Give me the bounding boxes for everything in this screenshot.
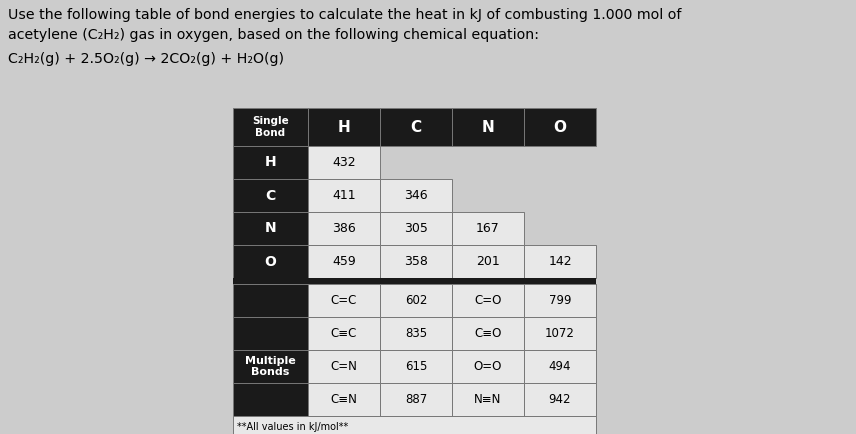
- Text: C≡O: C≡O: [474, 327, 502, 340]
- Bar: [452, 212, 524, 245]
- Text: 1072: 1072: [545, 327, 575, 340]
- Bar: [380, 350, 452, 383]
- Text: Use the following table of bond energies to calculate the heat in kJ of combusti: Use the following table of bond energies…: [8, 8, 681, 22]
- Bar: [380, 108, 452, 146]
- Bar: [308, 284, 380, 317]
- Bar: [380, 383, 452, 416]
- Bar: [233, 350, 308, 383]
- Text: 167: 167: [476, 222, 500, 235]
- Bar: [233, 179, 308, 212]
- Bar: [380, 212, 452, 245]
- Text: C=C: C=C: [330, 294, 357, 307]
- Bar: [233, 245, 308, 278]
- Text: 942: 942: [549, 393, 571, 406]
- Text: **All values in kJ/mol**: **All values in kJ/mol**: [237, 422, 348, 432]
- Text: C=N: C=N: [330, 360, 358, 373]
- Bar: [308, 350, 380, 383]
- Text: 411: 411: [332, 189, 356, 202]
- Text: C≡C: C≡C: [330, 327, 357, 340]
- Bar: [452, 284, 524, 317]
- Text: O: O: [265, 254, 276, 269]
- Text: 494: 494: [549, 360, 571, 373]
- Text: 201: 201: [476, 255, 500, 268]
- Text: C₂H₂(g) + 2.5O₂(g) → 2CO₂(g) + H₂O(g): C₂H₂(g) + 2.5O₂(g) → 2CO₂(g) + H₂O(g): [8, 52, 284, 66]
- Text: 386: 386: [332, 222, 356, 235]
- Text: Single
Bond: Single Bond: [253, 116, 288, 138]
- Bar: [380, 317, 452, 350]
- Text: 142: 142: [548, 255, 572, 268]
- Text: C=O: C=O: [474, 294, 502, 307]
- Bar: [524, 284, 596, 317]
- Text: acetylene (C₂H₂) gas in oxygen, based on the following chemical equation:: acetylene (C₂H₂) gas in oxygen, based on…: [8, 28, 539, 42]
- Text: C≡N: C≡N: [330, 393, 358, 406]
- Bar: [308, 317, 380, 350]
- Bar: [524, 383, 596, 416]
- Text: 602: 602: [405, 294, 427, 307]
- Text: N≡N: N≡N: [474, 393, 502, 406]
- Bar: [452, 317, 524, 350]
- Bar: [308, 108, 380, 146]
- Bar: [308, 146, 380, 179]
- Bar: [380, 245, 452, 278]
- Text: 835: 835: [405, 327, 427, 340]
- Bar: [308, 245, 380, 278]
- Text: C: C: [410, 119, 421, 135]
- Text: H: H: [337, 119, 350, 135]
- Bar: [233, 317, 308, 350]
- Text: 799: 799: [549, 294, 571, 307]
- Text: O: O: [554, 119, 567, 135]
- Bar: [308, 179, 380, 212]
- Text: C: C: [265, 188, 276, 203]
- Bar: [233, 146, 308, 179]
- Text: 346: 346: [404, 189, 428, 202]
- Text: H: H: [265, 155, 276, 170]
- Bar: [233, 108, 308, 146]
- Bar: [308, 383, 380, 416]
- Bar: [233, 278, 596, 284]
- Bar: [233, 416, 596, 434]
- Bar: [380, 179, 452, 212]
- Text: 615: 615: [405, 360, 427, 373]
- Bar: [524, 350, 596, 383]
- Bar: [452, 350, 524, 383]
- Bar: [452, 383, 524, 416]
- Bar: [452, 108, 524, 146]
- Bar: [233, 212, 308, 245]
- Bar: [524, 108, 596, 146]
- Bar: [233, 383, 308, 416]
- Text: O=O: O=O: [474, 360, 502, 373]
- Text: 432: 432: [332, 156, 356, 169]
- Text: N: N: [482, 119, 495, 135]
- Bar: [524, 245, 596, 278]
- Text: Multiple
Bonds: Multiple Bonds: [245, 356, 296, 377]
- Bar: [308, 212, 380, 245]
- Text: 459: 459: [332, 255, 356, 268]
- Text: 358: 358: [404, 255, 428, 268]
- Bar: [452, 245, 524, 278]
- Bar: [233, 284, 308, 317]
- Bar: [380, 284, 452, 317]
- Text: N: N: [265, 221, 276, 236]
- Bar: [524, 317, 596, 350]
- Text: 887: 887: [405, 393, 427, 406]
- Text: 305: 305: [404, 222, 428, 235]
